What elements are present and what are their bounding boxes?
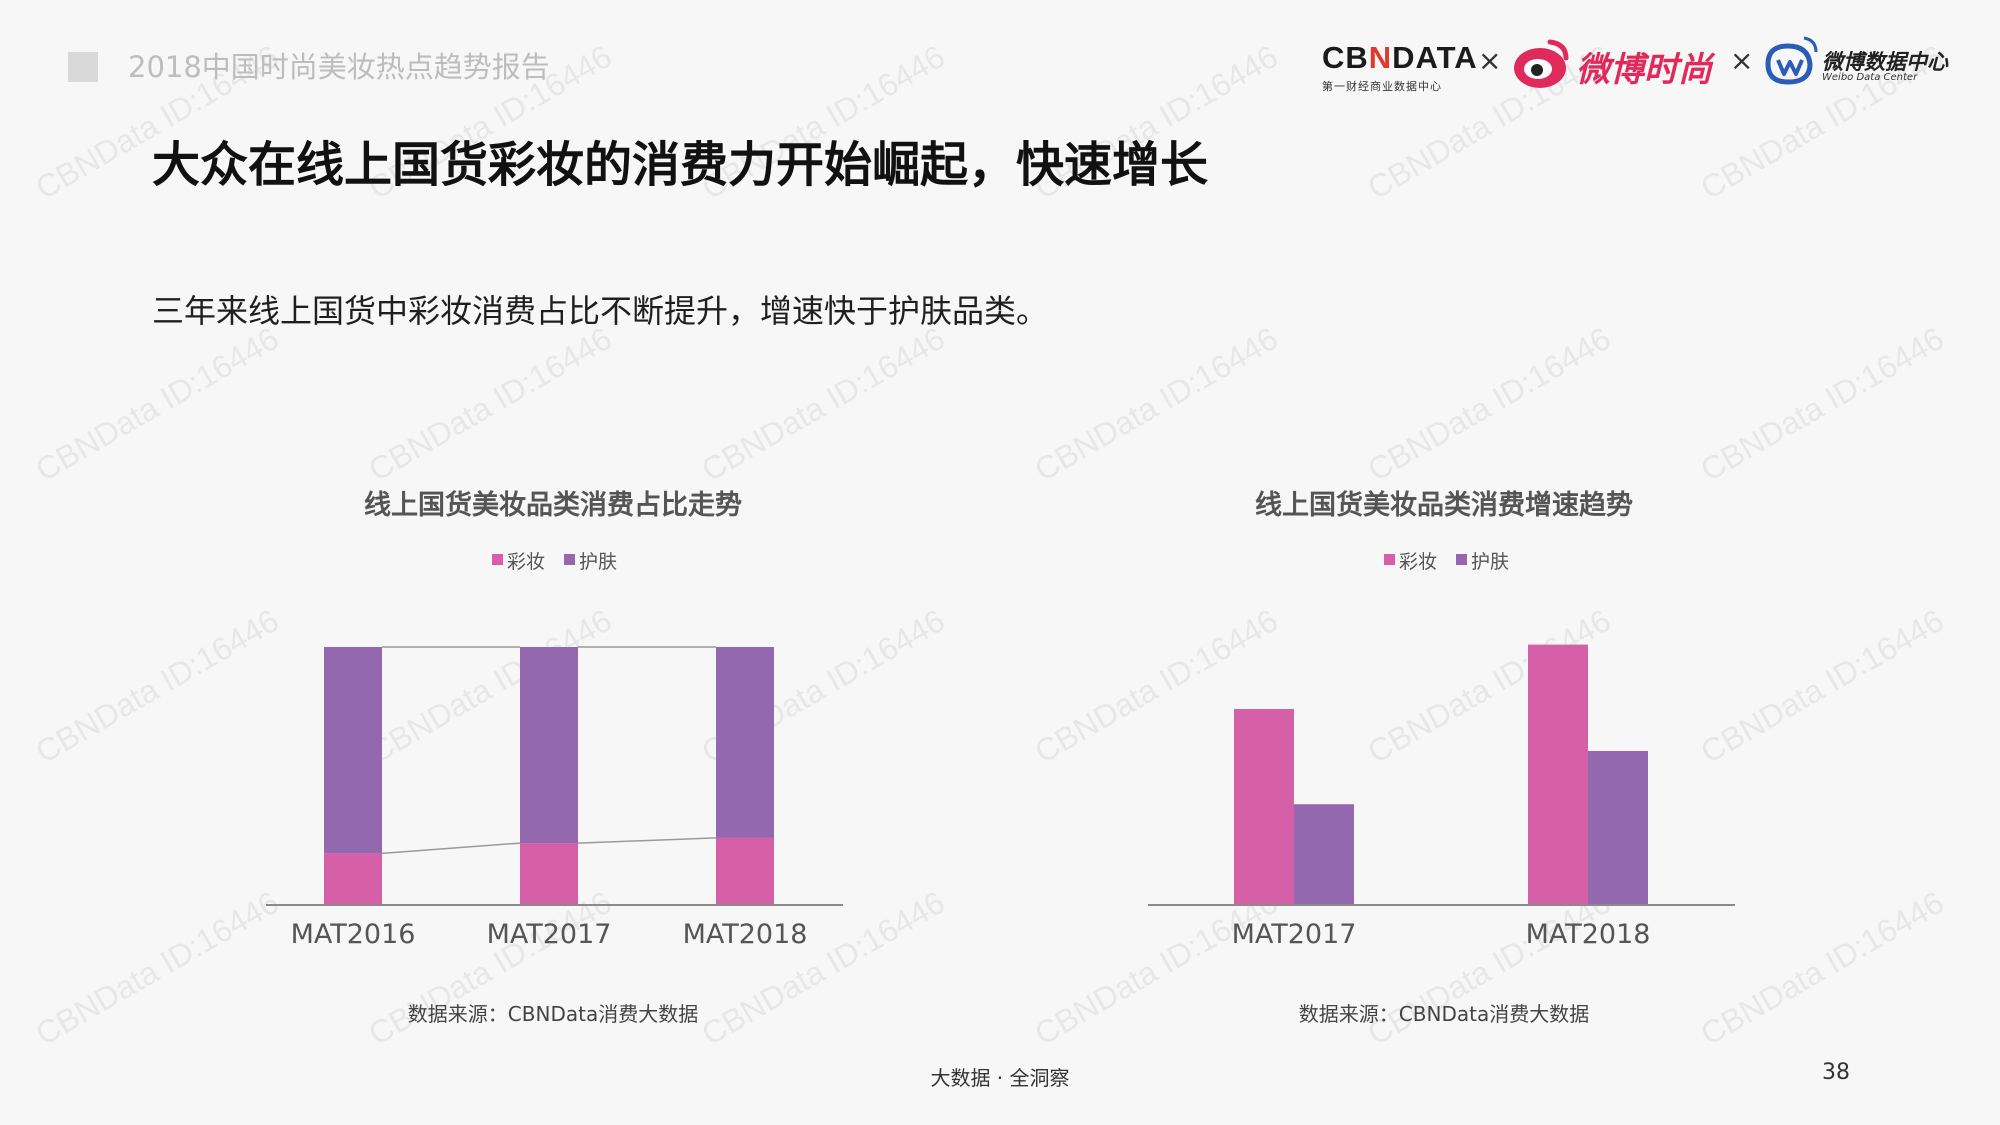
chart2-tick-label: MAT2017: [1232, 919, 1357, 950]
chart1-legend-makeup: 彩妆: [507, 551, 545, 573]
chart1-bar-makeup-MAT2017: [520, 843, 578, 905]
chart2-bar-skincare-MAT2017: [1294, 804, 1354, 905]
growth-trend-chart: 线上国货美妆品类消费增速趋势 彩妆 护肤 MAT2017 MAT2018 数据来源…: [1148, 489, 1735, 1026]
chart2-marks: [1234, 644, 1648, 905]
slide-subtitle: 三年来线上国货中彩妆消费占比不断提升，增速快于护肤品类。: [152, 292, 1049, 330]
chart1-tick-label: MAT2018: [683, 919, 808, 950]
chart2-legend-swatch-skincare: [1456, 554, 1467, 565]
report-label: 2018中国时尚美妆热点趋势报告: [128, 50, 550, 84]
chart1-legend-skincare: 护肤: [579, 551, 617, 573]
chart2-source: 数据来源：CBNData消费大数据: [1299, 1002, 1589, 1026]
weibo-data-center-en: Weibo Data Center: [1822, 72, 1918, 83]
chart1-tick-labels: MAT2016 MAT2017 MAT2018: [291, 919, 808, 950]
chart1-bar-skincare-MAT2017: [520, 647, 578, 844]
chart2-tick-label: MAT2018: [1526, 919, 1651, 950]
chart1-bar-skincare-MAT2018: [716, 647, 774, 838]
slide-title: 大众在线上国货彩妆的消费力开始崛起，快速增长: [152, 137, 1209, 193]
weibo-fashion-text: 微博时尚: [1576, 50, 1712, 90]
chart2-legend-skincare: 护肤: [1471, 551, 1509, 573]
report-marker: [68, 52, 98, 82]
chart1-connector-makeup: [577, 837, 717, 844]
weibo-data-center-logo: 微博数据中心 Weibo Data Center: [1760, 34, 1948, 94]
chart2-legend-swatch-makeup: [1384, 554, 1395, 565]
share-trend-chart: 线上国货美妆品类消费占比走势 彩妆 护肤 MAT2016 MAT2017 MAT20…: [266, 489, 843, 1026]
chart1-title: 线上国货美妆品类消费占比走势: [364, 489, 742, 521]
chart1-legend-swatch-makeup: [492, 554, 503, 565]
weibo-data-center-text: 微博数据中心: [1822, 50, 1948, 74]
logo-separator-2: ×: [1730, 44, 1754, 77]
chart2-legend: 彩妆 护肤: [1384, 551, 1509, 573]
chart2-tick-labels: MAT2017 MAT2018: [1232, 919, 1651, 950]
chart1-connector-makeup: [381, 842, 521, 855]
footer-tagline: 大数据 · 全洞察: [930, 1066, 1070, 1090]
logo-separator: ×: [1478, 44, 1502, 77]
weibo-fashion-logo: 微博时尚: [1510, 36, 1712, 96]
chart2-title: 线上国货美妆品类消费增速趋势: [1255, 489, 1633, 521]
chart1-source: 数据来源：CBNData消费大数据: [408, 1002, 698, 1026]
chart1-legend-swatch-skincare: [564, 554, 575, 565]
chart1-bar-makeup-MAT2016: [324, 853, 382, 905]
cbndata-wordmark: CBNDATA: [1322, 40, 1478, 75]
chart1-legend: 彩妆 护肤: [492, 551, 617, 573]
chart1-tick-label: MAT2017: [487, 919, 612, 950]
chart2-bar-makeup-MAT2018: [1528, 644, 1588, 905]
chart2-bar-makeup-MAT2017: [1234, 709, 1294, 905]
page-number: 38: [1822, 1060, 1850, 1085]
chart2-bar-skincare-MAT2018: [1588, 751, 1648, 905]
chart1-tick-label: MAT2016: [291, 919, 416, 950]
chart1-bar-makeup-MAT2018: [716, 837, 774, 905]
weibo-eye-icon: [1514, 39, 1569, 88]
weibo-data-icon: [1765, 36, 1818, 85]
chart1-marks: [324, 646, 774, 905]
chart1-bar-skincare-MAT2016: [324, 647, 382, 854]
cbndata-logo: CBNDATA 第一财经商业数据中心: [1322, 40, 1478, 94]
chart2-legend-makeup: 彩妆: [1399, 551, 1437, 573]
cbndata-tagline: 第一财经商业数据中心: [1322, 80, 1442, 93]
